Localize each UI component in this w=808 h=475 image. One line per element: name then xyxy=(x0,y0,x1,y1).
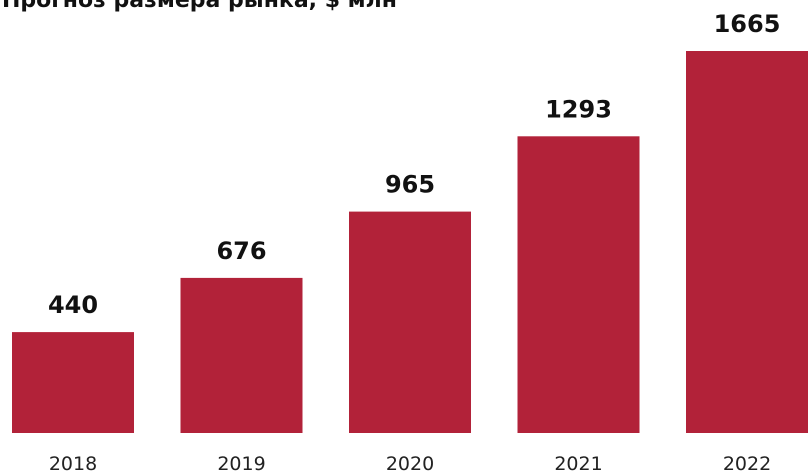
x-tick-label-2019: 2019 xyxy=(217,453,265,475)
bar-2018 xyxy=(12,332,134,433)
x-tick-label-2022: 2022 xyxy=(723,453,771,475)
x-axis-ticks: 2018 2019 2020 2021 2022 xyxy=(49,453,771,475)
value-label-2018: 440 xyxy=(48,291,98,319)
x-tick-label-2021: 2021 xyxy=(554,453,602,475)
value-label-2020: 965 xyxy=(385,171,435,199)
bar-2019 xyxy=(180,277,303,433)
x-tick-label-2020: 2020 xyxy=(386,453,434,475)
value-label-2021: 1293 xyxy=(545,95,612,123)
bar-2021 xyxy=(517,136,640,434)
bar-2022 xyxy=(686,51,808,433)
value-labels-group: 440 676 965 1293 1665 xyxy=(48,10,780,319)
value-label-2022: 1665 xyxy=(714,10,781,38)
bars-group xyxy=(12,51,808,434)
bar-2020 xyxy=(349,211,471,433)
x-tick-label-2018: 2018 xyxy=(49,453,97,475)
value-label-2019: 676 xyxy=(216,237,266,265)
chart-title: Прогноз размера рынка, $ млн xyxy=(2,0,397,13)
